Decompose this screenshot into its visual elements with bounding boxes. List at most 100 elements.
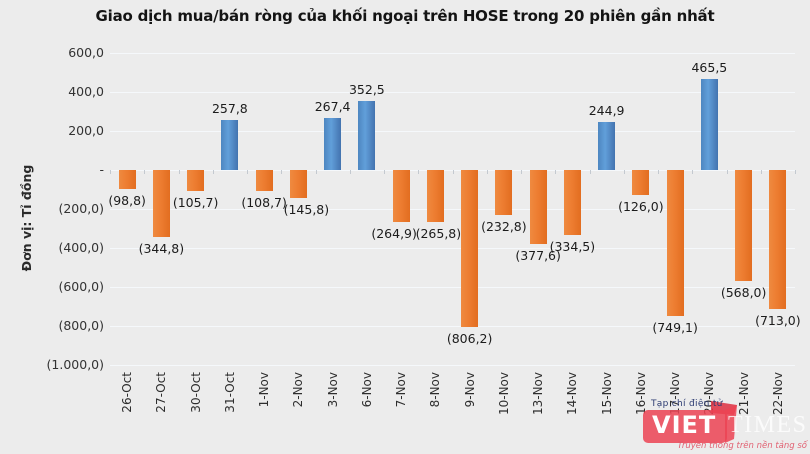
x-tick-label: 6-Nov (359, 372, 374, 408)
bar (563, 170, 581, 236)
x-axis-tick (726, 170, 728, 174)
x-tick-label: 10-Nov (496, 372, 511, 416)
x-axis-tick (418, 170, 420, 174)
x-axis-tick (315, 170, 317, 174)
bar-value-label: (145,8) (283, 202, 330, 218)
y-tick-label: 600,0 (68, 45, 104, 60)
bar (392, 170, 410, 222)
bar (426, 170, 444, 222)
y-tick-label: - (99, 162, 104, 177)
x-axis-tick (144, 170, 146, 174)
x-axis-tick (212, 170, 214, 174)
viettimes-top-text: Tạp chí điện tử (651, 399, 723, 409)
x-tick-label: 7-Nov (394, 372, 409, 408)
bar (187, 170, 205, 191)
x-axis-tick (384, 170, 385, 174)
bar-value-label: (126,0) (618, 198, 664, 214)
viettimes-tagline: Truyền thông trên nền tảng số (677, 441, 807, 451)
y-tick-label: (400,0) (58, 240, 104, 255)
bar-value-label: 244,9 (588, 103, 625, 119)
x-axis-tick (486, 170, 488, 174)
viettimes-logo-viet: VIET (652, 411, 717, 439)
bar-value-label: (232,8) (481, 219, 527, 235)
y-tick-label: 200,0 (68, 123, 104, 138)
bar (495, 170, 513, 216)
x-axis-tick (589, 170, 591, 174)
x-axis-tick (178, 170, 180, 174)
x-tick-label: 30-Oct (188, 372, 203, 413)
gridline (110, 287, 795, 288)
gridline (110, 326, 795, 327)
bar-value-label: 257,8 (211, 100, 248, 116)
bar (598, 122, 616, 170)
gridline (110, 248, 795, 249)
bar (700, 79, 718, 170)
x-axis-tick (658, 170, 659, 174)
x-tick-label: 13-Nov (531, 372, 546, 416)
bar (152, 170, 170, 238)
x-axis-tick (349, 170, 351, 174)
bar-value-label: (334,5) (549, 239, 596, 255)
y-tick-label: 400,0 (68, 84, 104, 99)
gridline (110, 92, 795, 93)
bar (118, 170, 136, 190)
bar (221, 119, 239, 170)
x-tick-label: 14-Nov (565, 372, 580, 416)
x-tick-label: 9-Nov (462, 372, 477, 408)
viettimes-ribbon-shape (643, 401, 737, 443)
bar (324, 117, 342, 170)
x-axis-tick (247, 170, 248, 174)
bar (255, 170, 273, 192)
bar-value-label: (806,2) (446, 331, 493, 347)
gridline (110, 209, 795, 210)
y-tick-label: (1.000,0) (46, 357, 104, 372)
bar (632, 170, 650, 195)
y-tick-label: (800,0) (58, 318, 104, 333)
bar (666, 170, 684, 317)
bar-value-label: (749,1) (652, 320, 698, 336)
x-tick-label: 8-Nov (428, 372, 443, 408)
gridline (110, 53, 795, 54)
bar-value-label: (713,0) (755, 313, 801, 329)
x-axis-tick (521, 170, 522, 174)
gridline (110, 365, 795, 366)
viettimes-logo-times: TIMES (728, 412, 808, 438)
bar (529, 170, 547, 244)
bar-value-label: 267,4 (314, 98, 351, 114)
x-tick-label: 3-Nov (325, 372, 340, 408)
x-tick-label: 26-Oct (120, 372, 135, 413)
bar-value-label: (105,7) (172, 194, 219, 210)
gridline (110, 131, 795, 132)
bar-value-label: (265,8) (415, 225, 462, 241)
x-tick-label: 27-Oct (154, 372, 169, 413)
x-axis-tick (760, 170, 762, 174)
viettimes-watermark: Tạp chí điện tử VIET TIMES Truyền thông … (643, 399, 807, 453)
bar (358, 101, 376, 170)
bar (769, 170, 787, 310)
x-axis-tick (623, 170, 625, 174)
x-tick-label: 15-Nov (599, 372, 614, 416)
x-axis-tick (692, 170, 694, 174)
bar-value-label: (344,8) (138, 241, 185, 257)
bar-value-label: 352,5 (348, 82, 385, 98)
x-tick-label: 1-Nov (257, 372, 272, 408)
bar (461, 170, 479, 328)
x-tick-label: 31-Oct (222, 372, 237, 413)
bar-value-label: (377,6) (515, 247, 561, 263)
chart-title: Giao dịch mua/bán ròng của khối ngoại tr… (95, 7, 715, 25)
x-axis-tick (110, 170, 111, 174)
bar-value-label: (108,7) (241, 195, 287, 211)
bar-value-label: (568,0) (720, 284, 767, 300)
bar-value-label: 465,5 (691, 60, 728, 76)
x-axis-tick (555, 170, 557, 174)
bar-value-label: (98,8) (108, 193, 146, 209)
bar-value-label: (264,9) (371, 225, 417, 241)
x-axis-tick (452, 170, 454, 174)
x-axis-tick (795, 170, 796, 174)
y-tick-label: (600,0) (58, 279, 104, 294)
x-axis-tick (281, 170, 283, 174)
bar (735, 170, 753, 281)
y-tick-label: (200,0) (58, 201, 104, 216)
bar (289, 170, 307, 199)
